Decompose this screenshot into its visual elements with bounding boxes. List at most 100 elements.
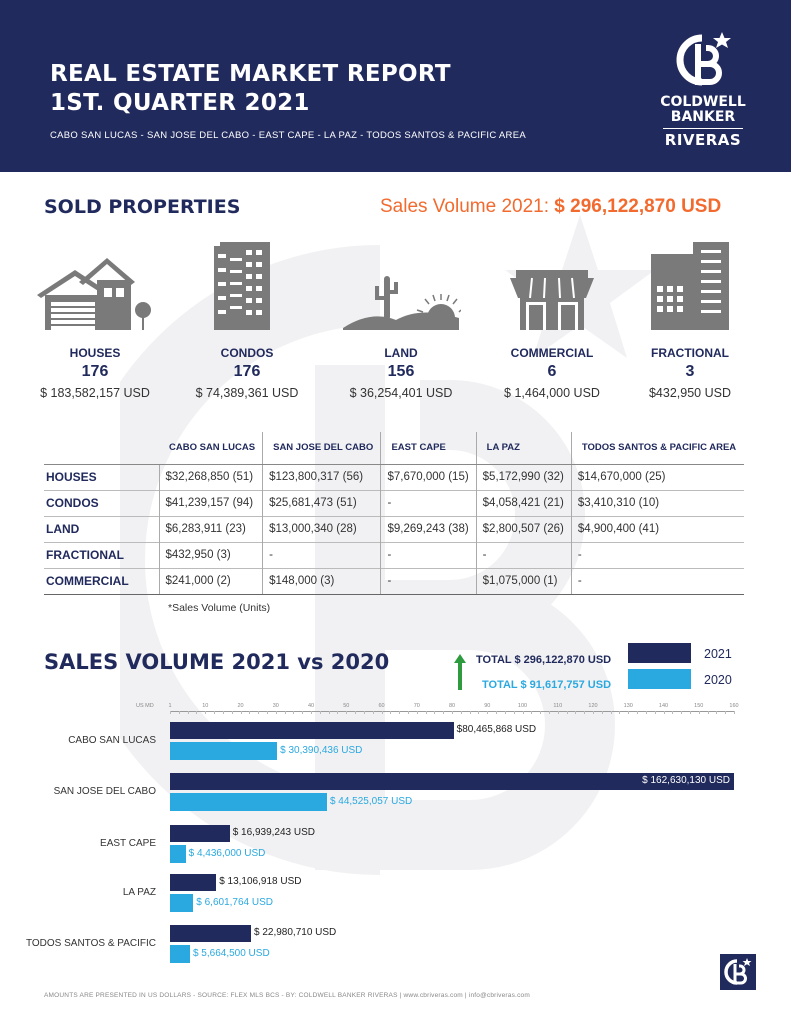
logo-divider: [663, 128, 743, 129]
bar-label-2020: $ 6,601,764 USD: [196, 897, 273, 908]
category-count: 176: [81, 363, 109, 380]
house-icon: [37, 258, 151, 330]
x-tick-label: 80: [448, 703, 456, 709]
x-minor-tick: [214, 711, 216, 714]
x-tick-label: 70: [413, 703, 420, 709]
sold-properties-title: SOLD PROPERTIES: [44, 196, 241, 218]
x-minor-tick: [610, 711, 612, 714]
legend-swatch-2021: [628, 643, 691, 663]
x-minor-tick: [637, 711, 639, 714]
bar-label-2021: $ 16,939,243 USD: [232, 827, 315, 838]
x-minor-tick: [381, 711, 383, 714]
x-minor-tick: [346, 711, 348, 714]
x-tick-label: 120: [588, 703, 598, 709]
table-row: LAND $6,283,911 (23) $13,000,340 (28) $9…: [44, 515, 744, 542]
x-minor-tick: [672, 711, 674, 714]
category-land: LAND 156 $ 36,254,401 USD: [326, 240, 476, 400]
table-cell: -: [475, 541, 572, 568]
row-label: HOUSES: [46, 470, 97, 484]
sales-volume-value: $ 296,122,870 USD: [554, 196, 722, 217]
x-tick-label: 1: [168, 703, 172, 709]
table-cell: $2,800,507 (26): [475, 515, 572, 542]
x-minor-tick: [187, 711, 189, 714]
report-title: REAL ESTATE MARKET REPORT 1ST. QUARTER 2…: [50, 60, 451, 118]
x-tick-label: 140: [658, 703, 669, 709]
x-tick-label: 50: [343, 703, 350, 709]
category-label: LA PAZ: [122, 887, 156, 898]
bar-2020: [170, 845, 186, 863]
x-tick-label: 20: [237, 703, 244, 709]
bar-2021: [170, 722, 454, 739]
sales-volume-2021: Sales Volume 2021: $ 296,122,870 USD: [380, 196, 721, 218]
x-minor-tick: [293, 711, 295, 714]
table-cell: $123,800,317 (56): [262, 464, 381, 490]
category-count: 3: [685, 363, 695, 380]
legend-label-2021: 2021: [704, 647, 732, 661]
bar-label-2021: $80,465,868 USD: [456, 724, 537, 735]
bar-label-2021: $ 162,630,130 USD: [642, 775, 730, 786]
x-minor-tick: [601, 711, 603, 714]
desert-land-icon: [343, 276, 461, 330]
x-minor-tick: [407, 711, 409, 714]
x-minor-tick: [487, 711, 489, 714]
title-line-1: REAL ESTATE MARKET REPORT: [50, 61, 451, 87]
x-tick-label: 150: [694, 703, 704, 709]
x-minor-tick: [593, 711, 594, 714]
category-amount: $ 1,464,000 USD: [504, 386, 600, 400]
report-header: REAL ESTATE MARKET REPORT 1ST. QUARTER 2…: [0, 0, 791, 172]
x-minor-tick: [258, 711, 260, 714]
table-cell: $32,268,850 (51): [158, 464, 263, 490]
x-minor-tick: [311, 711, 312, 714]
row-label: FRACTIONAL: [44, 541, 159, 568]
x-minor-tick: [460, 711, 462, 714]
column-header: LA PAZ: [475, 432, 572, 465]
x-minor-tick: [707, 711, 709, 714]
bar-label-2020: $ 4,436,000 USD: [188, 848, 266, 859]
report-subtitle: CABO SAN LUCAS - SAN JOSE DEL CABO - EAS…: [50, 130, 526, 141]
x-minor-tick: [522, 711, 524, 714]
x-minor-tick: [734, 711, 735, 714]
category-label: SAN JOSE DEL CABO: [53, 786, 156, 797]
table-note: *Sales Volume (Units): [168, 602, 271, 614]
table-row: HOUSES $32,268,850 (51) $123,800,317 (56…: [44, 464, 744, 490]
category-name: FRACTIONAL: [651, 346, 729, 360]
logo-text-banker: BANKER: [670, 109, 736, 125]
bar-label-2021: $ 22,980,710 USD: [254, 927, 337, 938]
bar-2020: [170, 945, 190, 963]
x-minor-tick: [469, 711, 471, 714]
bar-2021: [170, 773, 734, 790]
table-cell: -: [380, 541, 477, 568]
category-amount: $432,950 USD: [648, 386, 731, 400]
x-minor-tick: [681, 711, 683, 714]
bar-label-2020: $ 5,664,500 USD: [192, 948, 270, 959]
x-minor-tick: [363, 711, 365, 714]
category-amount: $ 36,254,401 USD: [349, 386, 453, 400]
x-minor-tick: [434, 711, 436, 714]
x-minor-tick: [496, 711, 498, 714]
category-label: EAST CAPE: [100, 838, 156, 849]
x-minor-tick: [337, 711, 339, 714]
category-label: TODOS SANTOS & PACIFIC: [25, 938, 156, 949]
table-cell: $14,670,000 (25): [570, 464, 744, 490]
table-cell: $25,681,473 (51): [262, 489, 381, 516]
bar-label-2020: $ 30,390,436 USD: [280, 745, 363, 756]
x-minor-tick: [196, 711, 198, 714]
comparison-title: SALES VOLUME 2021 vs 2020: [44, 650, 390, 674]
x-minor-tick: [390, 711, 392, 714]
x-minor-tick: [222, 711, 224, 714]
table-cell: $241,000 (2): [158, 567, 263, 595]
category-label: CABO SAN LUCAS: [68, 735, 156, 746]
x-minor-tick: [284, 711, 286, 714]
coldwell-banker-logo: COLDWELL BANKER RIVERAS: [648, 30, 758, 160]
x-tick-label: 60: [378, 703, 385, 709]
table-cell: $6,283,911 (23): [158, 515, 263, 542]
category-name: CONDOS: [220, 346, 274, 360]
x-minor-tick: [205, 711, 207, 714]
x-minor-tick: [531, 711, 533, 714]
tower-building-icon: [651, 242, 729, 330]
category-name: COMMERCIAL: [510, 346, 594, 360]
x-minor-tick: [548, 711, 550, 714]
cb-small-logo: [720, 954, 756, 990]
cb-monogram-icon: [676, 32, 731, 86]
bar-2021: [170, 825, 230, 842]
